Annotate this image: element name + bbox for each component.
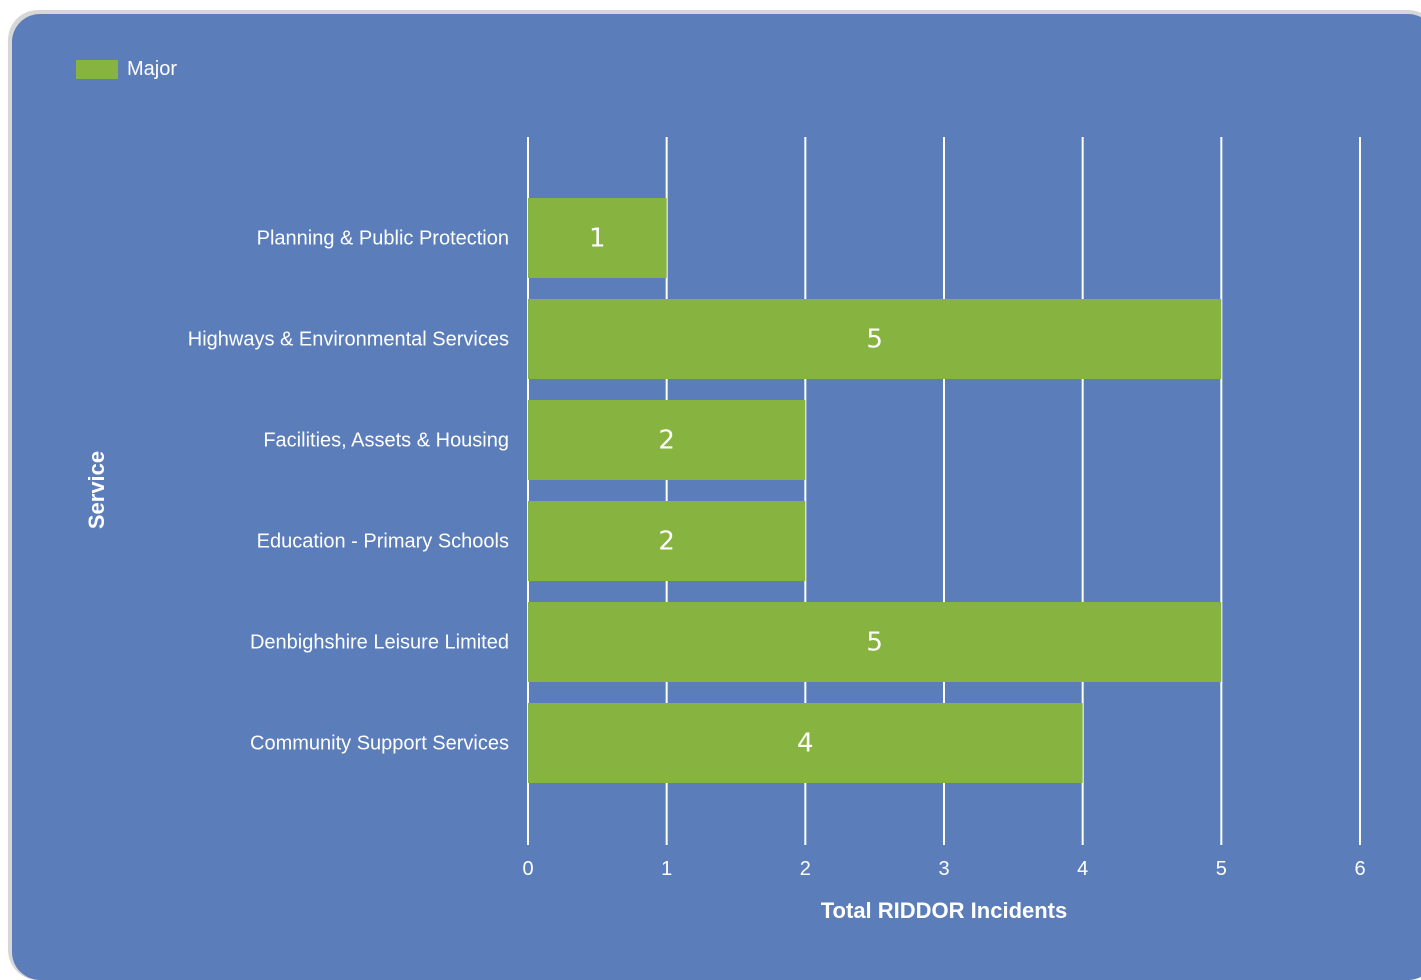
data-label: 5 [866,325,883,355]
x-tick-label: 0 [522,858,533,880]
data-label: 4 [797,729,814,759]
data-label: 5 [866,628,883,658]
legend: Major [76,58,177,80]
data-label: 2 [658,426,675,456]
bar [528,299,1222,379]
bar [528,703,1083,783]
x-tick-label: 2 [800,858,811,880]
category-label: Denbighshire Leisure Limited [250,632,509,654]
x-tick-label: 5 [1216,858,1227,880]
x-tick-label: 3 [938,858,949,880]
legend-label-major: Major [127,58,178,80]
category-label: Education - Primary Schools [257,531,509,553]
bar [528,198,667,278]
x-tick-label: 4 [1077,858,1088,880]
bar [528,400,806,480]
category-label: Planning & Public Protection [257,228,509,250]
data-label: 2 [658,527,675,557]
bar [528,602,1222,682]
category-label: Facilities, Assets & Housing [263,430,509,452]
x-tick-label: 6 [1354,858,1365,880]
category-label: Highways & Environmental Services [188,329,509,351]
legend-swatch-major [76,59,118,79]
data-label: 1 [589,224,606,254]
x-axis-title: Total RIDDOR Incidents [820,898,1068,923]
chart-panel [12,14,1421,980]
category-label: Community Support Services [250,733,509,755]
bar [528,501,806,581]
x-tick-label: 1 [661,858,672,880]
